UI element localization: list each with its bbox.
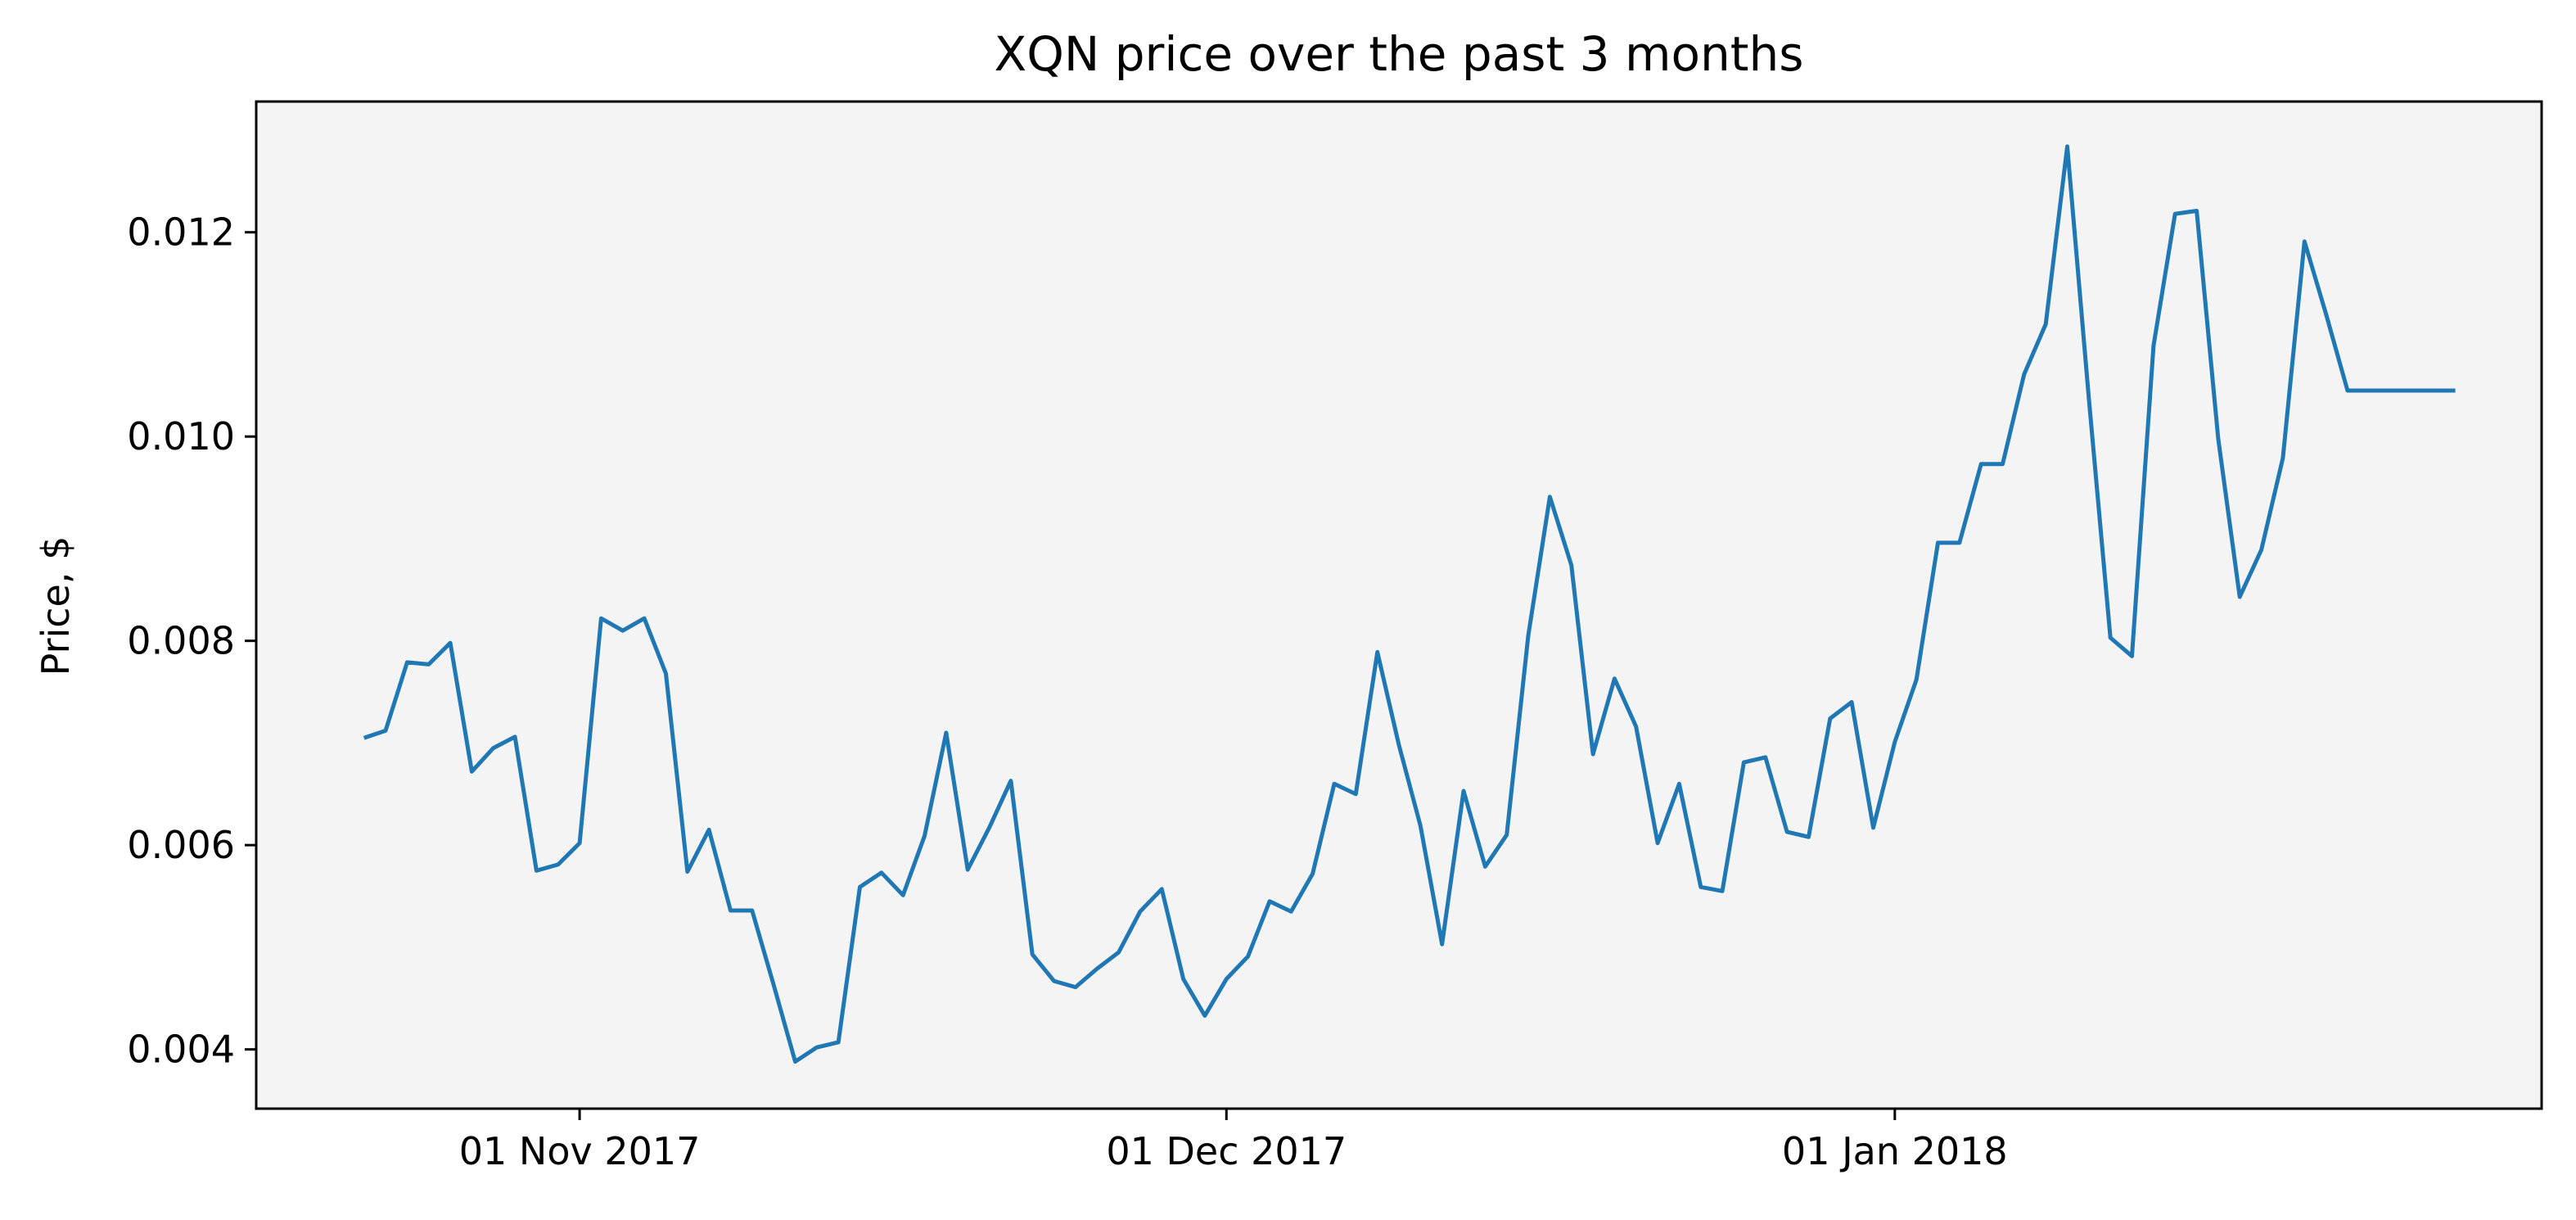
x-tick-label: 01 Jan 2018 <box>1782 1129 2008 1173</box>
plot-frame <box>255 100 2543 1110</box>
x-tick-label: 01 Dec 2017 <box>1106 1129 1347 1173</box>
series-line-0 <box>363 144 2456 1064</box>
y-tick-label: 0.008 <box>127 619 235 663</box>
y-tick-label: 0.006 <box>127 823 235 867</box>
plot-background <box>256 102 2542 1109</box>
y-axis-label: Price, $ <box>34 536 78 676</box>
y-axis: 0.004 0.006 0.008 0.010 0.012 <box>127 210 256 1072</box>
y-tick-label: 0.004 <box>127 1028 235 1072</box>
y-tick-label: 0.010 <box>127 414 235 459</box>
x-tick-label: 01 Nov 2017 <box>459 1129 701 1173</box>
chart-title: XQN price over the past 3 months <box>995 26 1804 82</box>
y-tick-label: 0.012 <box>127 210 235 255</box>
series-layer <box>363 144 2456 1064</box>
x-axis: 01 Nov 2017 01 Dec 2017 01 Jan 2018 <box>459 1109 2008 1173</box>
